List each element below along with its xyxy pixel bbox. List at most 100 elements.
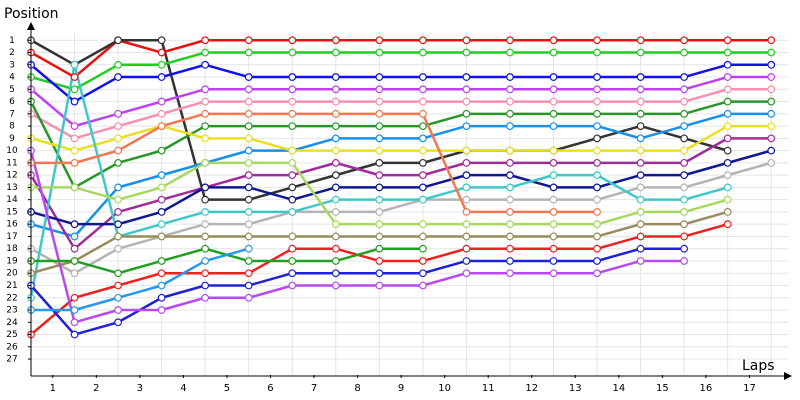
point [70,85,79,94]
point [375,183,384,192]
y-tick-label: 11 [6,158,17,168]
point [157,109,166,118]
point [331,244,340,253]
point [114,122,122,130]
point [331,146,340,155]
point [723,97,732,106]
point [549,244,558,253]
y-tick-label: 26 [6,342,18,352]
point [549,48,558,57]
point [418,146,427,155]
point [462,171,471,180]
y-tick-label: 8 [9,122,15,132]
point [375,36,384,45]
point [593,134,601,143]
point [114,208,122,216]
point [506,48,514,57]
point [549,269,558,278]
point [636,146,645,155]
point [549,257,558,265]
point [331,109,340,118]
point [506,109,514,118]
point [767,122,776,130]
point [462,146,471,155]
point [418,97,427,106]
point [114,281,122,290]
point [114,244,122,253]
point [157,48,166,57]
point [680,109,689,118]
point [636,257,645,265]
x-tick-label: 12 [525,383,538,394]
point [244,109,253,118]
point [680,134,689,143]
point [70,60,79,69]
point [157,122,166,130]
point [506,257,514,265]
point [157,269,166,278]
point [244,73,253,81]
point [375,269,384,278]
point [767,134,776,143]
point [201,97,210,106]
x-tick-label: 9 [398,383,404,394]
point [636,73,645,81]
point [636,220,645,229]
point [70,158,79,167]
point [418,183,427,192]
x-tick-label: 6 [267,383,273,394]
point [331,171,340,180]
series-line [29,150,685,324]
point [549,146,558,155]
point [331,97,340,106]
point [462,208,471,216]
point [331,134,340,143]
point [462,85,471,94]
y-tick-label: 6 [9,97,15,107]
point [593,171,601,180]
series-line [31,112,598,214]
point [244,97,253,106]
point [114,134,122,143]
y-tick-label: 14 [6,195,18,205]
point [375,232,384,241]
point [70,330,79,339]
series-line [31,247,250,312]
point [549,36,558,45]
x-tick-label: 16 [700,383,713,394]
point [418,158,427,167]
point [157,36,166,45]
point [114,146,122,155]
point [418,220,427,229]
point [418,257,427,265]
point [201,195,210,204]
y-tick-label: 16 [6,220,18,230]
point [462,158,471,167]
point [375,109,384,118]
point [288,244,297,253]
point [288,195,297,204]
y-tick-label: 3 [9,60,15,70]
point [723,158,732,167]
point [288,158,297,167]
point [70,73,79,81]
point [680,183,689,192]
point [506,158,514,167]
x-tick-label: 13 [569,383,582,394]
point [680,244,689,253]
y-tick-label: 19 [6,256,18,266]
y-tick-label: 22 [6,293,17,303]
point [244,183,253,192]
y-tick-label: 13 [6,183,17,193]
point [767,146,776,155]
point [767,60,776,69]
point [593,109,601,118]
point [114,73,122,81]
point [593,97,601,106]
point [201,36,210,45]
point [288,73,297,81]
point [593,158,601,167]
point [723,171,732,180]
x-tick-label: 3 [137,383,143,394]
point [244,48,253,57]
